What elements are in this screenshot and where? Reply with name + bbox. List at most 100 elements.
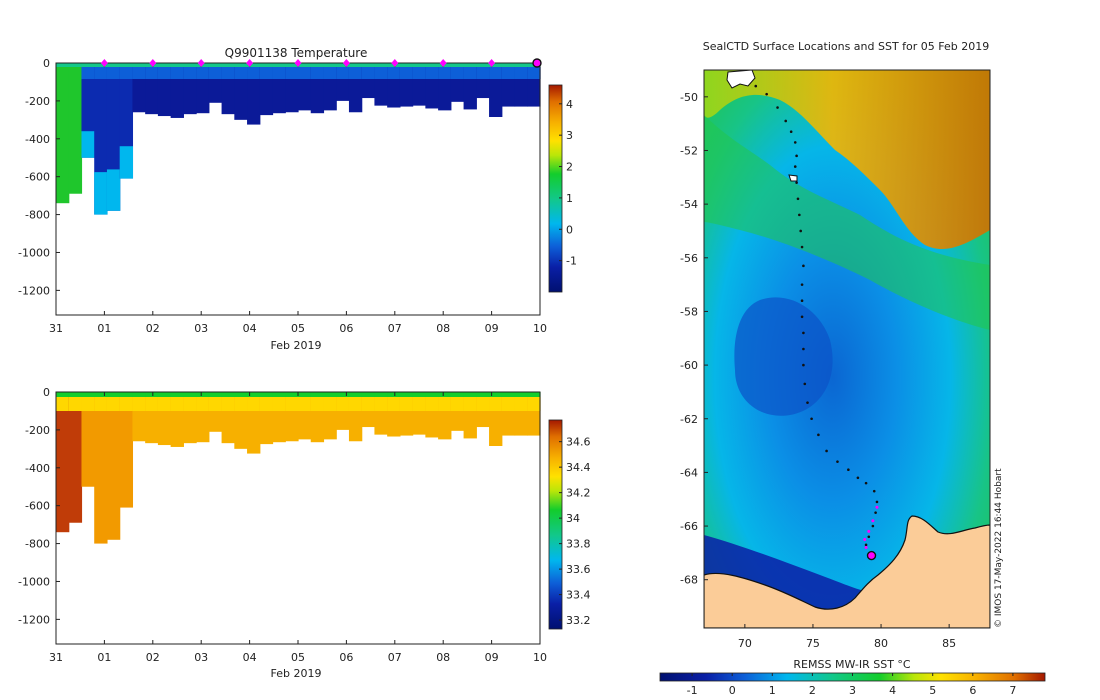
halocline-cell [132,397,146,411]
surface-layer-cell [221,392,235,397]
halocline-cell [247,397,261,411]
track-point [825,449,828,453]
surface-marker [342,59,350,67]
profile-column [527,63,541,107]
thermocline-cell [425,67,439,79]
profile-column [183,63,197,115]
lat-tick-label: -66 [680,520,698,533]
track-point [789,130,793,134]
deep-warm-cell [106,169,121,211]
salinity-profiles [56,392,541,544]
lat-tick-label: -64 [680,466,698,479]
track-point [817,433,820,437]
x-tick-label: 09 [485,651,499,664]
thermocline-cell [272,67,286,79]
halocline-cell [310,397,325,411]
deep-layer-cell [94,397,108,544]
colorbar-tick-label: 0 [566,223,573,236]
thermocline-cell [501,67,516,79]
profile-column [336,392,350,430]
lon-tick-label: 80 [874,637,888,650]
surface-layer-cell [501,63,516,67]
surface-layer-cell [106,63,121,67]
y-tick-label: -1200 [18,284,50,297]
sst-green-north [704,115,990,330]
x-tick-label: 06 [339,322,353,335]
track-point [800,315,804,319]
halocline-cell [438,397,452,411]
profile-column [208,63,223,103]
profile-column [145,392,159,444]
halocline-cell [374,397,388,411]
thermocline-cell [132,67,146,79]
profile-column [259,392,274,445]
profile-column [157,392,172,446]
profile-column [323,63,337,111]
profile-column [501,63,516,107]
salinity-x-axis: 31 01 02 03 04 05 06 07 08 09 10 [49,392,547,664]
x-tick-label: 05 [291,651,305,664]
deep-layer-cell [234,67,248,120]
surface-layer-cell [336,63,350,67]
surface-layer-cell [323,63,337,67]
lat-tick-label: -60 [680,359,698,372]
profile-column [298,392,312,440]
colorbar-tick-label: 33.4 [566,589,591,602]
sst-colorbar-tick-label: 4 [889,684,896,697]
profile-column [298,63,312,111]
latest-position-marker [866,550,877,561]
sst-map-panel: SealCTD Surface Locations and SST for 05… [659,40,1046,697]
lat-tick-label: -56 [680,252,698,265]
surface-marker [391,59,399,67]
thermocline-cell [183,67,197,79]
profile-column [56,392,70,533]
salinity-y-axis: 0 -200 -400 -600 -800 -1000 -1200 [18,386,60,626]
surface-layer-cell [208,63,223,67]
sst-colorbar-tick-label: 1 [769,684,776,697]
halocline-cell [399,397,414,411]
track-point [800,283,804,286]
salinity-colorbar-ticks: 33.2 33.4 33.6 33.8 34 34.2 34.4 34.6 [559,436,591,627]
seal-track [754,84,879,561]
profile-column [196,63,210,114]
surface-layer-cell [170,392,184,397]
surface-layer-cell [145,392,159,397]
profile-column [170,392,184,447]
profile-column [374,392,388,435]
profile-column [310,392,325,443]
profile-column [247,392,261,454]
colorbar-tick-label: 4 [566,98,573,111]
x-tick-label: 05 [291,322,305,335]
surface-layer-cell [157,392,172,397]
thermocline-cell [310,67,325,79]
x-tick-label: 03 [194,322,208,335]
temperature-colorbar-ticks: -1 0 1 2 3 4 [559,98,577,268]
profile-column [361,63,376,99]
lon-tick-label: 85 [942,637,956,650]
recent-track-point [864,546,868,550]
colorbar-tick-label: 34.2 [566,487,591,500]
surface-marker [294,59,302,67]
lon-tick-label: 75 [806,637,820,650]
halocline-cell [476,397,490,411]
thermocline-cell [94,67,108,79]
colorbar-tick-label: -1 [566,255,577,268]
profile-column [132,63,146,113]
surface-layer-cell [94,63,108,67]
map-frame [703,69,991,629]
lat-tick-label: -68 [680,574,698,587]
surface-layer-cell [56,63,70,67]
sst-colorbar-ticks: -1 0 1 2 3 4 5 6 7 [687,673,1016,697]
profile-column [387,392,401,437]
profile-column [259,63,274,116]
surface-marker [439,59,447,67]
lat-tick-label: -52 [680,144,698,157]
thermocline-cell [247,67,261,79]
y-tick-label: -600 [25,171,50,184]
surface-layer-cell [336,392,350,397]
thermocline-cell [323,67,337,79]
deep-layer-cell [247,67,261,125]
thermocline-cell [157,67,172,79]
profile-column [94,392,108,544]
surface-layer-cell [310,63,325,67]
